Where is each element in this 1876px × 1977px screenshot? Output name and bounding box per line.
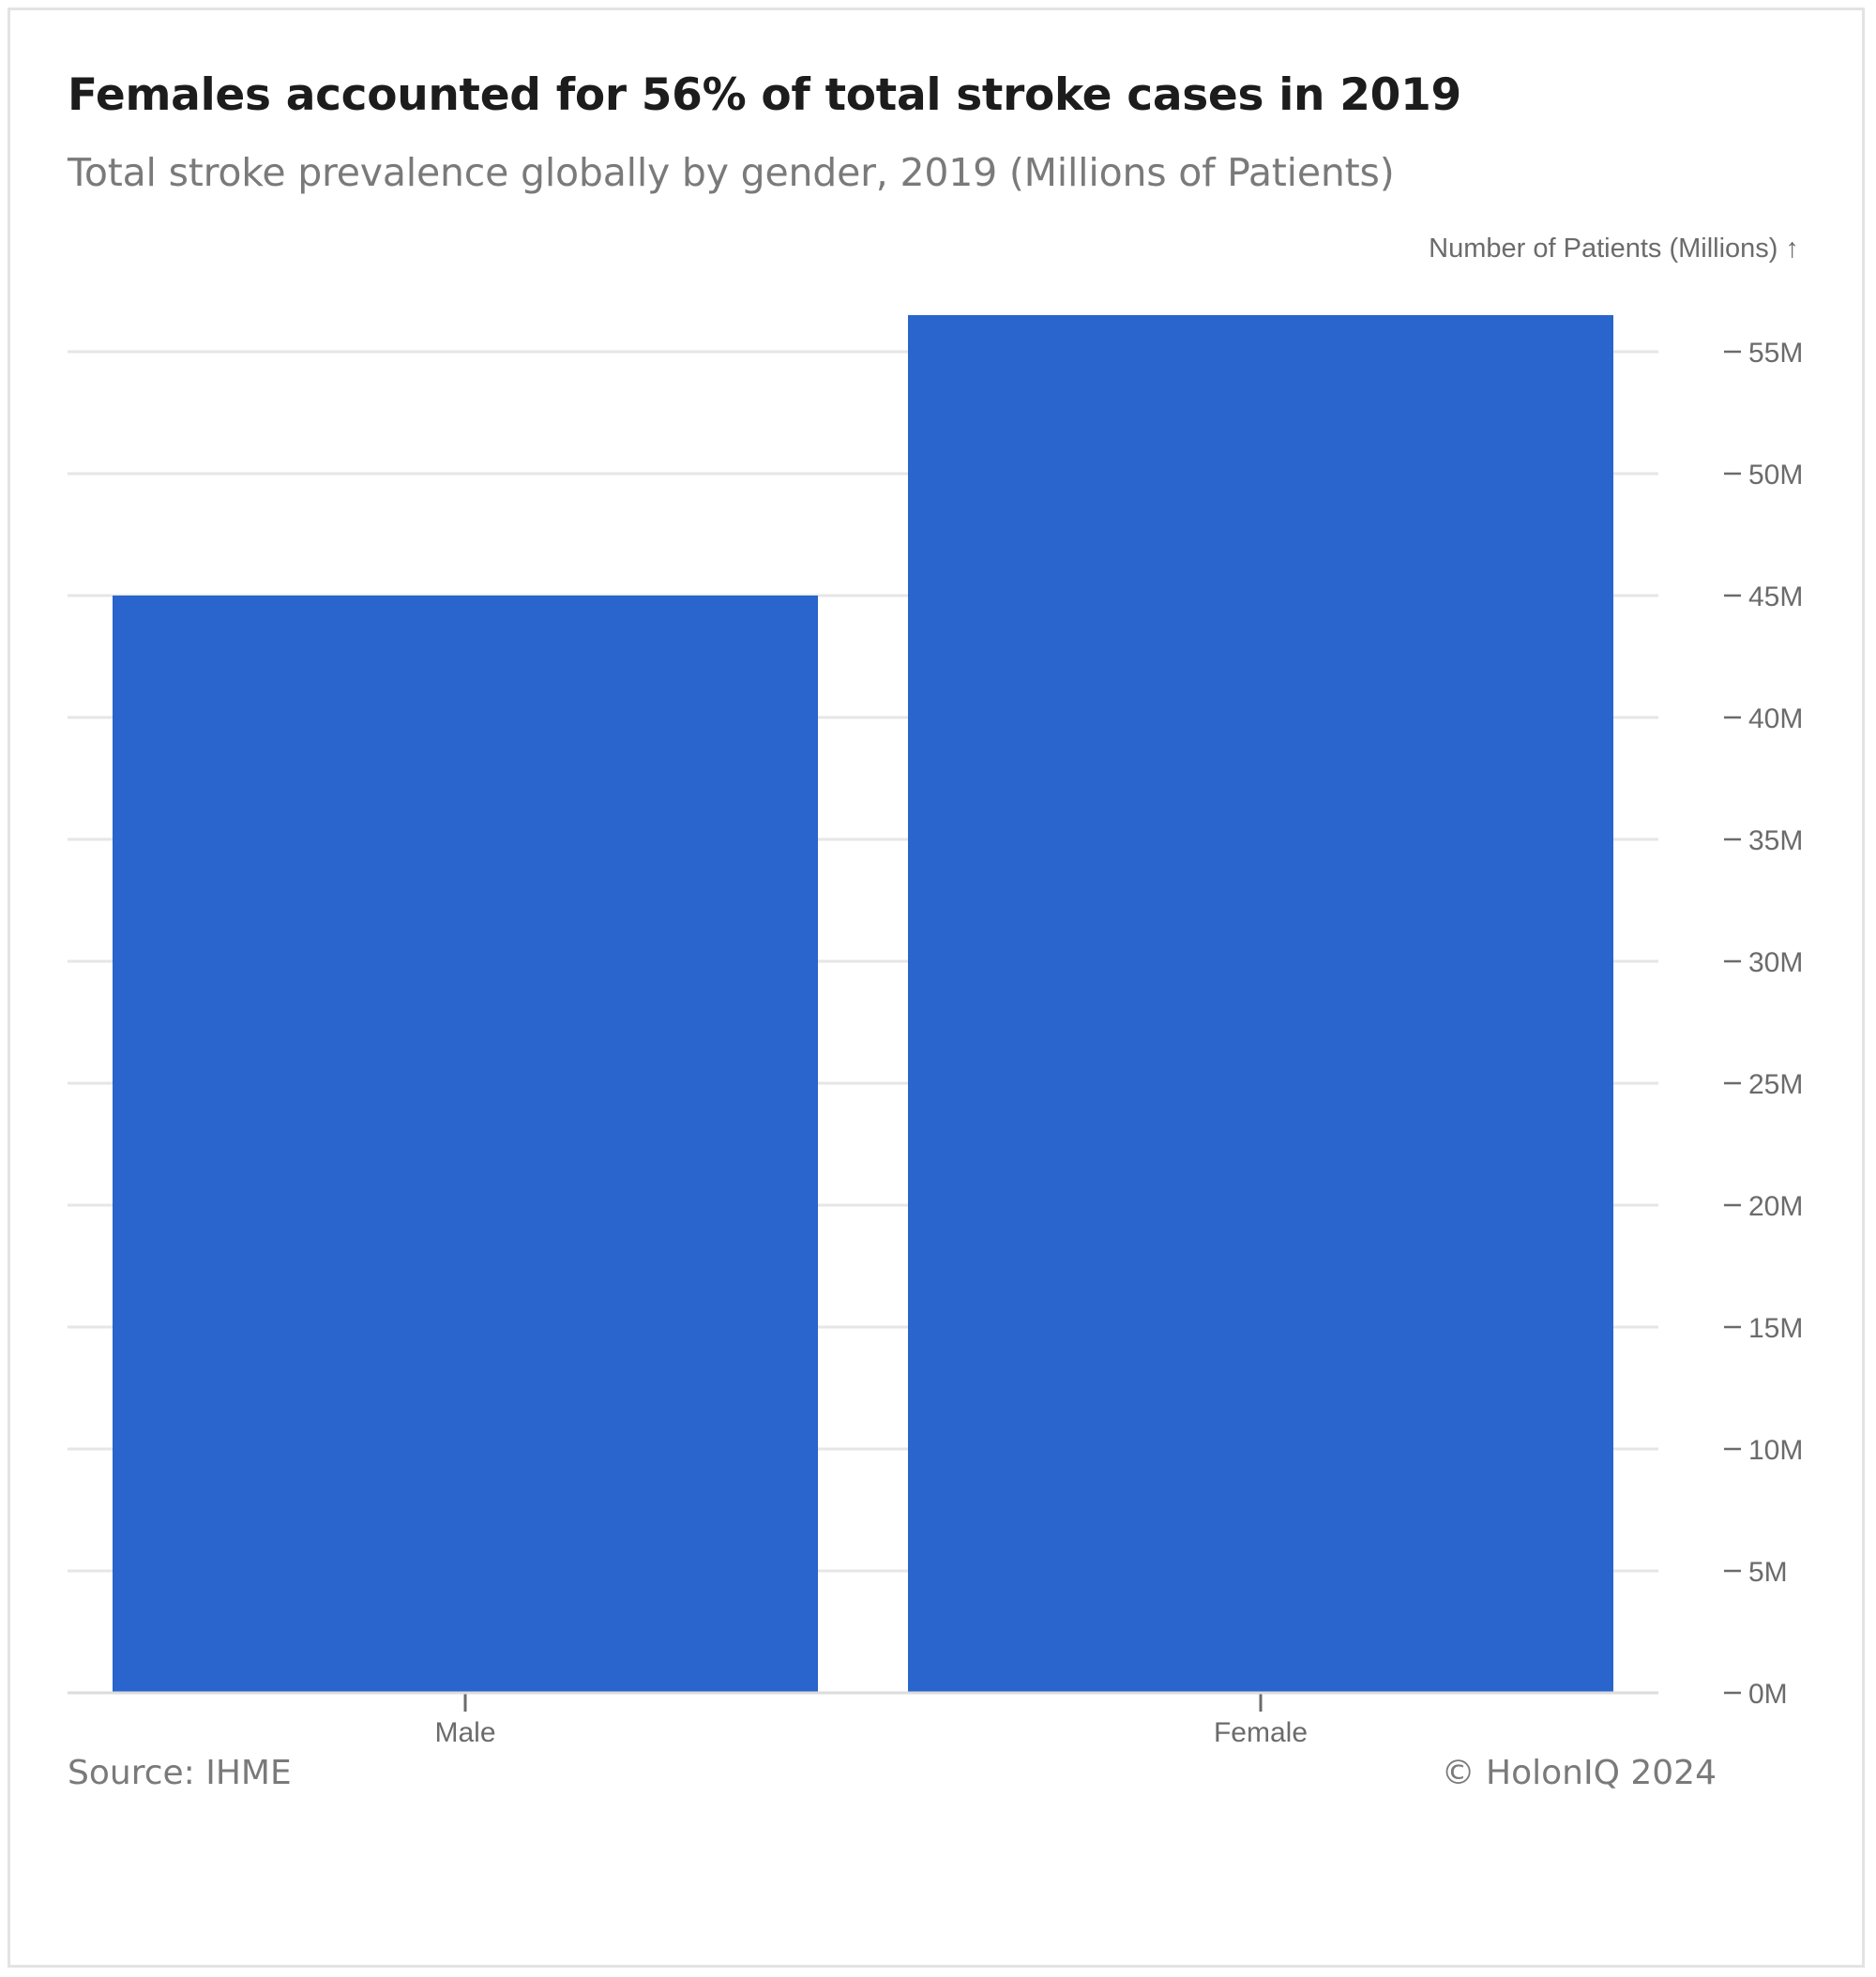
y-tick-label: 40M	[1748, 703, 1803, 734]
y-tick-label: 55M	[1748, 338, 1803, 369]
x-axis: Male Female	[68, 1691, 1658, 1748]
y-tick-label: 20M	[1748, 1191, 1803, 1222]
x-tick-label: Male	[434, 1717, 495, 1748]
y-tick-label: 25M	[1748, 1069, 1803, 1100]
bar-female	[908, 315, 1613, 1693]
y-axis: 0M 5M 10M 15M 20M 25M 30M 35M 40M 45M 50M 55M	[1724, 338, 1803, 1710]
copyright-note: © HolonIQ 2024	[1441, 1754, 1717, 1792]
y-axis-label: Number of Patients (Millions) ↑	[1429, 234, 1799, 264]
x-tick-label: Female	[1214, 1717, 1308, 1748]
y-tick-label: 35M	[1748, 825, 1803, 856]
source-note: Source: IHME	[68, 1754, 292, 1792]
bars	[113, 315, 1613, 1693]
bar-male	[113, 596, 818, 1693]
y-tick-label: 5M	[1748, 1557, 1788, 1588]
y-tick-label: 0M	[1748, 1679, 1788, 1710]
y-tick-label: 10M	[1748, 1435, 1803, 1466]
chart-title: Females accounted for 56% of total strok…	[68, 69, 1461, 121]
y-tick-label: 15M	[1748, 1313, 1803, 1344]
y-tick-label: 45M	[1748, 581, 1803, 612]
y-tick-label: 50M	[1748, 460, 1803, 490]
y-tick-label: 30M	[1748, 947, 1803, 978]
chart-subtitle: Total stroke prevalence globally by gend…	[68, 150, 1395, 195]
